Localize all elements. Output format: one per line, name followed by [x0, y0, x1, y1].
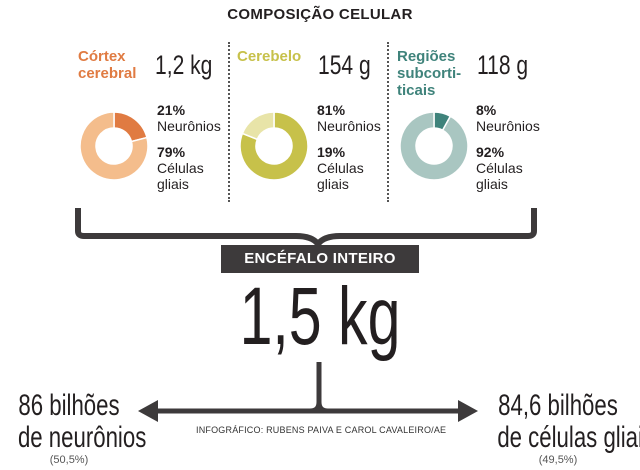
- glia-label-line: Células: [476, 160, 523, 176]
- region-name-line: Cerebelo: [237, 48, 302, 65]
- donut-cortex: [79, 111, 149, 181]
- neurons-total: 86 bilhões de neurônios (50,5%): [0, 389, 147, 467]
- neurons-total-line: de neurônios: [17, 421, 147, 454]
- region-name-line: Regiões: [397, 48, 456, 65]
- neurons-label: Neurônios: [476, 118, 540, 134]
- split-connector: [152, 362, 464, 414]
- glia-label-line: gliais: [157, 176, 189, 192]
- glia-label-line: gliais: [317, 176, 349, 192]
- region-weight-cerebellum: 154 g: [318, 50, 371, 80]
- neurons-pct: 21%: [157, 102, 186, 118]
- infographic-credit: INFOGRÁFICO: RUBENS PAIVA E CAROL CAVALE…: [196, 425, 447, 435]
- infographic-title: COMPOSIÇÃO CELULAR: [227, 6, 413, 23]
- glia-pct: 92%: [476, 144, 505, 160]
- region-stats-cortex: 21% Neurônios 79% Células gliais: [157, 102, 221, 192]
- glia-pct: 19%: [317, 144, 346, 160]
- neurons-label: Neurônios: [157, 118, 221, 134]
- donut-slice-glia: [241, 111, 275, 141]
- glia-label-line: Células: [157, 160, 204, 176]
- split-corner: [309, 401, 329, 414]
- glia-total-pct: (49,5%): [538, 454, 578, 466]
- neurons-label: Neurônios: [317, 118, 381, 134]
- region-name-cerebellum: Cerebelo: [237, 48, 301, 65]
- divider: [387, 42, 389, 202]
- region-weight-cortex: 1,2 kg: [155, 50, 213, 80]
- glia-label-line: gliais: [476, 176, 508, 192]
- donut-subcortical: [399, 111, 469, 181]
- arrow-right-icon: [458, 400, 478, 422]
- neurons-total-pct: (50,5%): [49, 454, 89, 466]
- neurons-pct: 8%: [476, 102, 497, 118]
- glia-pct: 79%: [157, 144, 186, 160]
- donut-slice-glia: [399, 111, 469, 181]
- region-bracket: [75, 208, 537, 247]
- region-name-line: ticais: [397, 82, 436, 99]
- arrow-left-icon: [138, 400, 158, 422]
- divider: [228, 42, 230, 202]
- neurons-total-line: 86 bilhões: [18, 389, 120, 422]
- region-name-cortex: Córtex cerebral: [78, 48, 136, 82]
- donut-slice-glia: [79, 111, 149, 181]
- glia-label-line: Células: [317, 160, 364, 176]
- glia-total: 84,6 bilhões de células gliais (49,5%): [476, 389, 640, 467]
- neurons-pct: 81%: [317, 102, 346, 118]
- donut-cerebellum: [239, 111, 309, 181]
- region-stats-cerebellum: 81% Neurônios 19% Células gliais: [317, 102, 381, 192]
- whole-brain-weight: 1,5 kg: [239, 271, 401, 362]
- glia-total-line: de células gliais: [497, 421, 640, 454]
- region-weight-subcortical: 118 g: [477, 50, 529, 80]
- whole-brain-label: ENCÉFALO INTEIRO: [221, 245, 419, 273]
- region-stats-subcortical: 8% Neurônios 92% Células gliais: [476, 102, 540, 192]
- region-name-line: Córtex: [78, 48, 126, 65]
- donut-slice-neurons: [239, 111, 309, 181]
- region-name-line: subcorti-: [397, 65, 462, 82]
- region-name-subcortical: Regiões subcorti- ticais: [397, 48, 461, 99]
- glia-total-line: 84,6 bilhões: [498, 389, 618, 422]
- region-name-line: cerebral: [78, 65, 137, 82]
